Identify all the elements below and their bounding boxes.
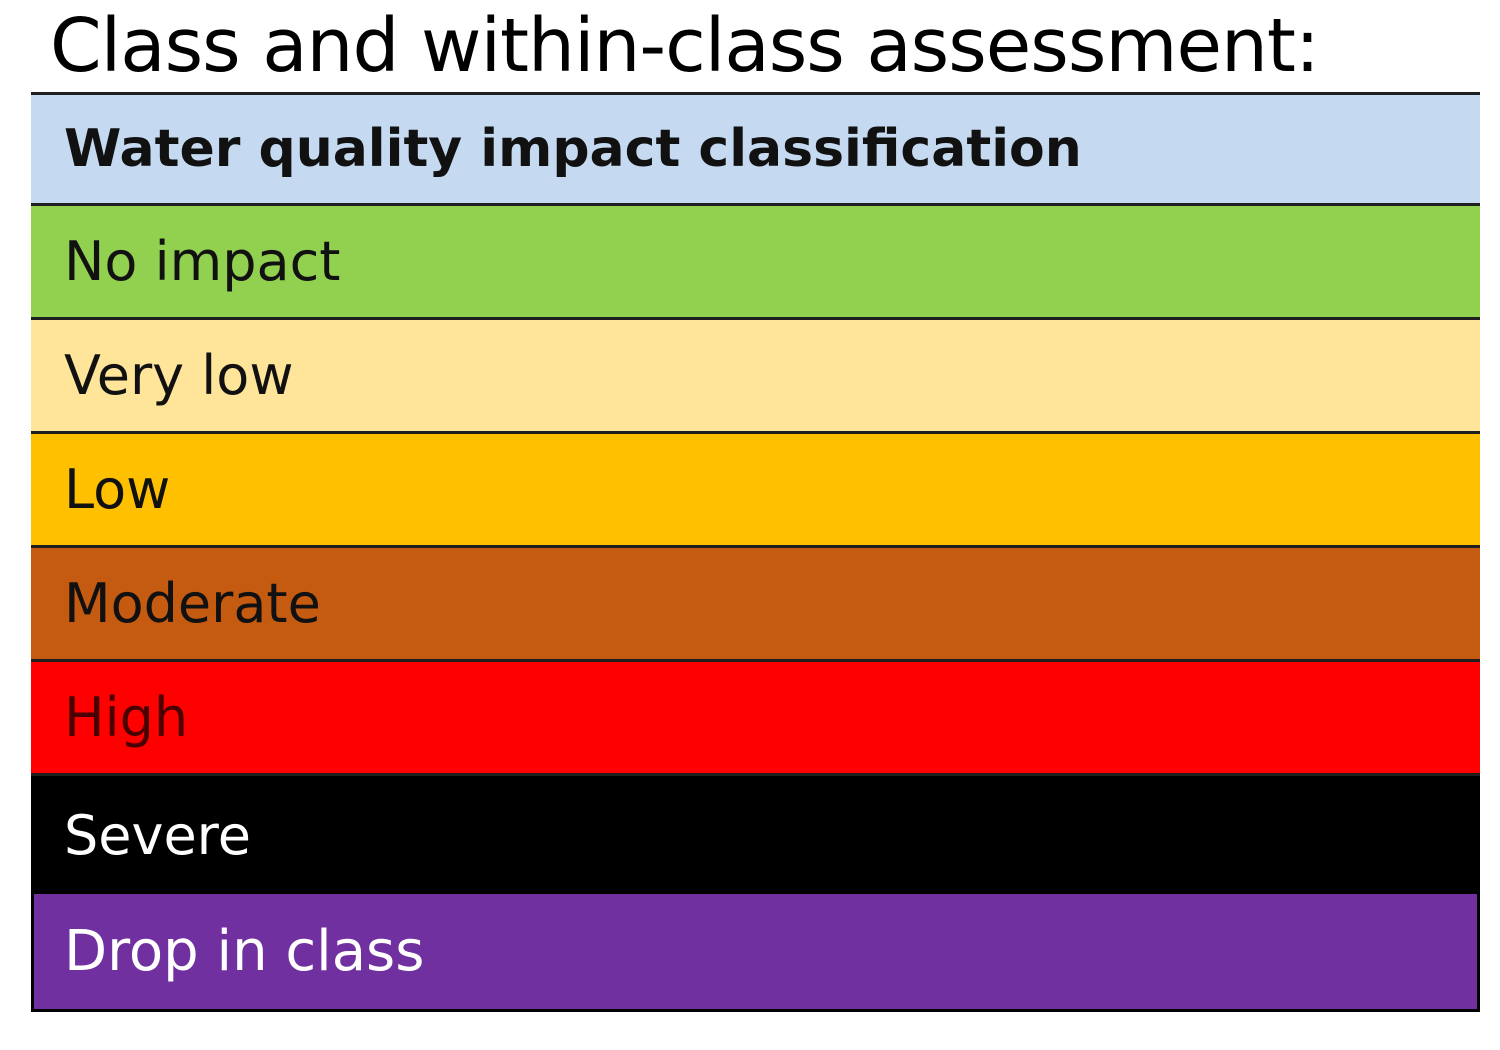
drop-in-class-box: Drop in class — [31, 891, 1480, 1012]
row-label: Very low — [64, 344, 294, 407]
table-header-label: Water quality impact classification — [64, 119, 1082, 179]
slide-title: Class and within-class assessment: — [50, 3, 1320, 89]
table-row-moderate: Moderate — [31, 548, 1480, 662]
row-label: High — [64, 686, 189, 749]
table-row-high: High — [31, 662, 1480, 776]
row-label: Low — [64, 458, 171, 521]
row-label: Severe — [64, 803, 251, 867]
table-row-very-low: Very low — [31, 320, 1480, 434]
impact-classification-table: Water quality impact classification No i… — [31, 92, 1480, 894]
table-row-severe: Severe — [31, 776, 1480, 894]
drop-in-class-label: Drop in class — [64, 919, 425, 984]
table-header-row: Water quality impact classification — [31, 95, 1480, 206]
row-label: No impact — [64, 230, 341, 293]
table-row-no-impact: No impact — [31, 206, 1480, 320]
table-row-low: Low — [31, 434, 1480, 548]
row-label: Moderate — [64, 572, 321, 635]
